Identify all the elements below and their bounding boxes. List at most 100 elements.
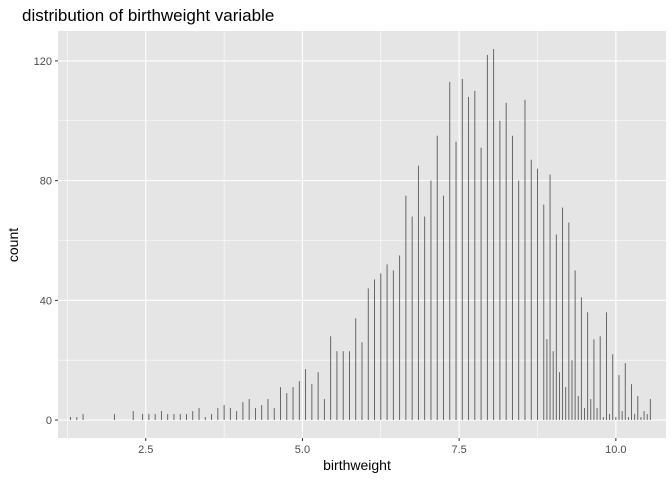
histogram-bar (380, 273, 382, 421)
bars (70, 48, 651, 421)
histogram-bar (468, 96, 470, 421)
histogram-bar (493, 48, 495, 421)
y-tick-label: 120 (34, 56, 52, 68)
histogram-bar (518, 180, 520, 421)
histogram-bar (430, 180, 432, 421)
grid-major (58, 31, 666, 438)
histogram-bar (646, 414, 648, 421)
histogram-bar (568, 222, 570, 421)
histogram-bar (142, 414, 144, 421)
x-axis: 2.5 5.0 7.5 10.0 (138, 438, 627, 456)
histogram-bar (486, 54, 488, 421)
histogram-bar (424, 216, 426, 421)
histogram-bar (374, 279, 375, 421)
histogram-bar (602, 417, 604, 421)
histogram-bar (584, 408, 585, 421)
histogram-bar (549, 174, 551, 421)
x-axis-title: birthweight (323, 457, 391, 473)
histogram-bar (211, 414, 213, 421)
histogram-bar (167, 414, 169, 421)
histogram-bar (148, 414, 150, 421)
histogram-bar (82, 414, 84, 421)
histogram-bar (455, 141, 457, 421)
histogram-bar (311, 384, 313, 421)
histogram-bar (499, 120, 501, 421)
histogram-bar (192, 411, 194, 421)
histogram-bar (355, 318, 357, 421)
histogram-bar (558, 372, 560, 421)
histogram-bar (505, 102, 507, 421)
histogram-bar (392, 270, 394, 421)
histogram-bar (555, 234, 557, 421)
histogram-bar (70, 417, 71, 421)
histogram-bar (530, 159, 532, 421)
histogram-bar (411, 216, 413, 421)
histogram-bar (565, 387, 567, 421)
y-axis: 0 40 80 120 (34, 56, 58, 427)
histogram-bar (204, 417, 206, 421)
histogram-bar (621, 411, 623, 421)
y-axis-title: count (5, 228, 21, 262)
histogram-bar (132, 411, 134, 421)
histogram-bar (637, 396, 639, 421)
histogram-bar (634, 414, 636, 421)
histogram-bar (577, 396, 579, 421)
histogram-bar (113, 414, 115, 421)
histogram-bar (612, 354, 614, 421)
histogram-bar (323, 399, 325, 421)
histogram-bar (562, 207, 564, 421)
x-tick-label: 5.0 (295, 444, 310, 456)
histogram-bar (474, 90, 476, 421)
x-tick-label: 10.0 (605, 444, 626, 456)
histogram-bar (261, 405, 263, 421)
histogram-bar (336, 351, 338, 421)
histogram-bar (511, 135, 513, 421)
histogram-bar (173, 414, 175, 421)
histogram-bar (76, 417, 78, 421)
histogram-bar (599, 336, 601, 421)
histogram-bar (179, 414, 181, 421)
histogram-bar (618, 375, 620, 421)
chart-title: distribution of birthweight variable (22, 6, 274, 25)
histogram-bar (280, 387, 281, 421)
histogram-bar (317, 372, 319, 421)
histogram-bar (640, 417, 642, 421)
histogram-bar (443, 195, 444, 421)
histogram-bar (615, 417, 617, 421)
histogram-bar (449, 81, 451, 421)
histogram-bar (596, 408, 598, 421)
histogram-bar (627, 417, 629, 421)
histogram-bar (436, 135, 438, 421)
histogram-bar (624, 363, 626, 421)
histogram-bar (367, 288, 369, 421)
histogram-bar (154, 414, 156, 421)
histogram-bar (298, 381, 300, 421)
histogram-bar (229, 408, 231, 421)
histogram-bar (631, 384, 632, 421)
histogram-bar (649, 399, 651, 421)
histogram-bar (593, 339, 595, 421)
histogram-bar (543, 204, 545, 421)
histogram-bar (198, 408, 200, 421)
histogram-bar (242, 402, 244, 421)
histogram-bar (236, 411, 238, 421)
histogram-bar (405, 195, 407, 421)
histogram-bar (254, 408, 256, 421)
y-tick-label: 40 (40, 295, 52, 307)
histogram-bar (399, 255, 401, 421)
histogram-bar (223, 405, 225, 421)
histogram-bar (342, 351, 344, 421)
histogram-bar (292, 387, 294, 421)
histogram-bar (574, 270, 576, 421)
histogram-bar (571, 360, 573, 421)
histogram-bar (587, 312, 589, 421)
histogram-bar (480, 147, 482, 421)
histogram-bar (361, 342, 363, 421)
histogram-bar (590, 399, 592, 421)
x-tick-label: 2.5 (138, 444, 153, 456)
histogram-bar (160, 411, 162, 421)
x-tick-label: 7.5 (452, 444, 467, 456)
histogram-bar (537, 168, 538, 421)
histogram-bar (606, 312, 607, 421)
